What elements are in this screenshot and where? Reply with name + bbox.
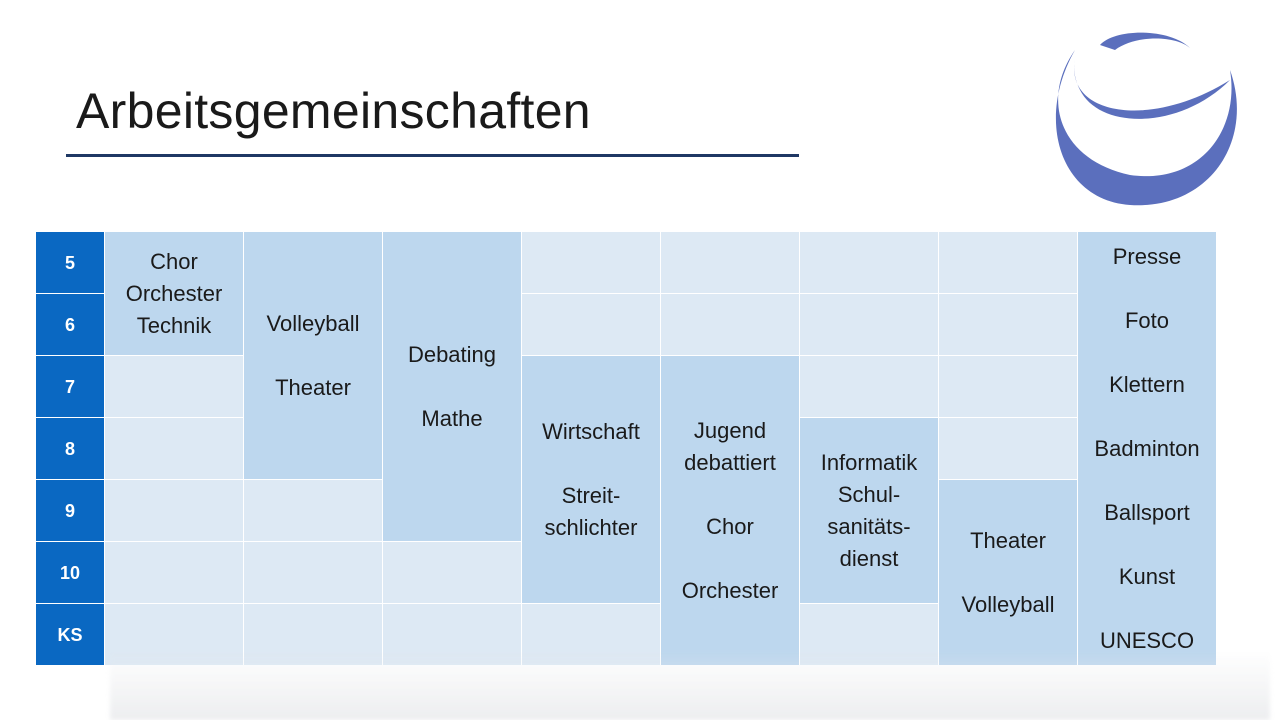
swirl-logo-icon — [1055, 32, 1237, 206]
empty-cell — [661, 232, 799, 293]
empty-cell — [244, 542, 382, 603]
activity-text: Jugend debattiert Chor Orchester — [681, 417, 779, 603]
activity-cell: Debating Mathe — [383, 232, 521, 541]
grade-label: 9 — [36, 480, 104, 541]
activity-cell: Wirtschaft Streit- schlichter — [522, 356, 660, 603]
empty-cell — [939, 232, 1077, 293]
empty-cell — [800, 232, 938, 293]
empty-cell — [105, 480, 243, 541]
empty-cell — [105, 356, 243, 417]
activity-cell: Jugend debattiert Chor Orchester — [661, 356, 799, 665]
empty-cell — [939, 294, 1077, 355]
grade-label: KS — [36, 604, 104, 665]
activity-text: Informatik Schul- sanitäts- dienst — [820, 449, 918, 571]
empty-cell — [244, 480, 382, 541]
grade-label: 7 — [36, 356, 104, 417]
empty-cell — [383, 542, 521, 603]
empty-cell — [105, 542, 243, 603]
grade-label: 10 — [36, 542, 104, 603]
page-title: Arbeitsgemeinschaften — [76, 83, 591, 139]
activity-text: Debating Mathe — [407, 341, 497, 431]
ag-schedule-table: 5 Chor Orchester Technik Volleyball Thea… — [35, 231, 1217, 666]
activity-cell: Chor Orchester Technik — [105, 232, 243, 355]
empty-cell — [522, 232, 660, 293]
empty-cell — [661, 294, 799, 355]
empty-cell — [800, 356, 938, 417]
grade-label: 8 — [36, 418, 104, 479]
activity-cell: Informatik Schul- sanitäts- dienst — [800, 418, 938, 603]
grade-label: 5 — [36, 232, 104, 293]
empty-cell — [800, 294, 938, 355]
activity-cell: Theater Volleyball — [939, 480, 1077, 665]
activity-text: Theater Volleyball — [961, 527, 1055, 617]
activity-cell: Volleyball Theater — [244, 232, 382, 479]
activity-text: Volleyball Theater — [266, 310, 360, 400]
title-underline — [66, 154, 799, 157]
activity-cell: Presse Foto Klettern Badminton Ballsport… — [1078, 232, 1216, 665]
activity-text: Presse Foto Klettern Badminton Ballsport… — [1094, 243, 1200, 653]
empty-cell — [939, 356, 1077, 417]
empty-cell — [522, 294, 660, 355]
activity-text: Wirtschaft Streit- schlichter — [542, 418, 640, 540]
grade-label: 6 — [36, 294, 104, 355]
background-haze — [110, 650, 1270, 720]
empty-cell — [105, 418, 243, 479]
activity-text: Chor Orchester Technik — [125, 248, 223, 338]
empty-cell — [939, 418, 1077, 479]
